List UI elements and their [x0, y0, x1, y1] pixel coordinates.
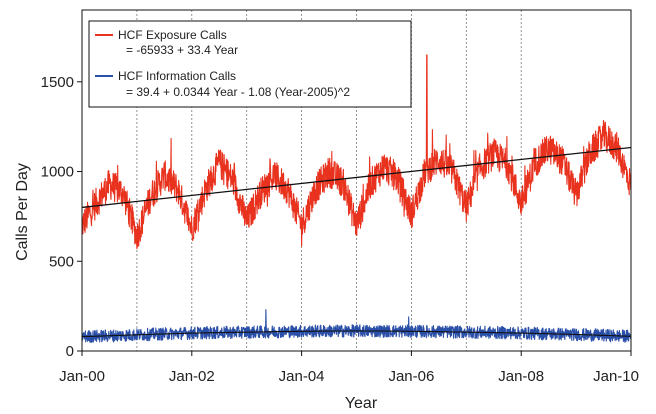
legend-label-information: HCF Information Calls: [118, 69, 236, 83]
x-tick-label-2002: Jan-02: [169, 368, 215, 385]
x-tick-label-2004: Jan-04: [279, 368, 325, 385]
x-tick-label-2008: Jan-08: [498, 368, 544, 385]
legend-box: [88, 20, 412, 108]
x-tick-label-2000: Jan-00: [59, 368, 105, 385]
legend: HCF Exposure Calls = -65933 + 33.4 Year …: [88, 20, 412, 108]
series-information-line: [81, 309, 632, 344]
x-tick-label-2010: Jan-10: [593, 368, 639, 385]
y-tick-label-1000: 1000: [41, 164, 74, 181]
y-tick-label-500: 500: [49, 253, 74, 270]
legend-label-exposure: HCF Exposure Calls: [118, 28, 227, 42]
y-tick-label-0: 0: [66, 343, 74, 360]
y-tick-label-1500: 1500: [41, 74, 74, 91]
legend-equation-information: = 39.4 + 0.0344 Year - 1.08 (Year-2005)^…: [126, 85, 350, 99]
trend-exposure: [81, 146, 632, 209]
series-exposure-line: [81, 54, 632, 250]
plot-frame: [81, 9, 632, 352]
legend-equation-exposure: = -65933 + 33.4 Year: [126, 43, 238, 57]
trend-information: [81, 330, 632, 338]
x-tick-label-2006: Jan-06: [388, 368, 434, 385]
y-axis-title: Calls Per Day: [14, 163, 31, 261]
x-axis-title: Year: [345, 395, 378, 412]
